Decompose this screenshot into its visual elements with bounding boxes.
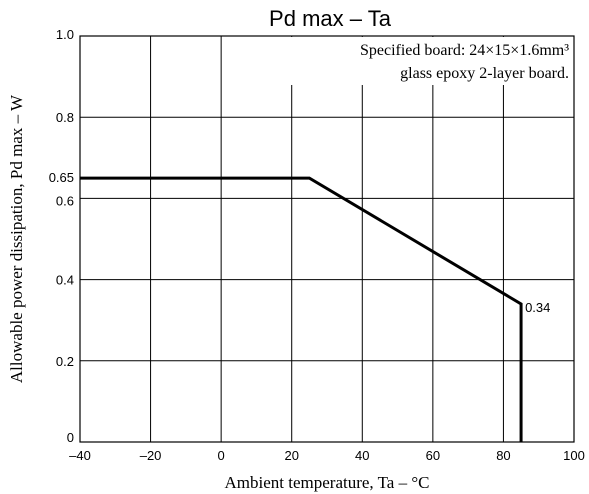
x-tick-label-2: 0 — [218, 448, 225, 463]
x-tick-label-5: 60 — [426, 448, 440, 463]
x-tick-label-4: 40 — [355, 448, 369, 463]
grid — [80, 36, 574, 442]
note-background — [283, 37, 573, 85]
x-tick-label-1: –20 — [140, 448, 162, 463]
x-tick-label-7: 100 — [563, 448, 585, 463]
y-tick-label-1: 0.2 — [56, 354, 74, 369]
x-axis-label: Ambient temperature, Ta – °C — [225, 473, 430, 492]
data-label-0: 0.34 — [525, 300, 550, 315]
y-tick-label-2: 0.4 — [56, 273, 74, 288]
series-line-0 — [80, 176, 523, 442]
y-tick-label-6: 1.0 — [56, 27, 74, 42]
y-tick-labels: 0 0.2 0.4 0.6 0.65 0.8 1.0 — [49, 27, 74, 445]
y-tick-label-0: 0 — [67, 430, 74, 445]
plot-frame — [79, 35, 575, 443]
board-note-line-1: Specified board: 24×15×1.6mm³ — [360, 42, 569, 59]
series-group — [80, 176, 523, 442]
y-tick-label-5: 0.8 — [56, 110, 74, 125]
chart-title: Pd max – Ta — [269, 6, 392, 31]
x-tick-label-6: 80 — [496, 448, 510, 463]
x-tick-label-3: 20 — [284, 448, 298, 463]
x-tick-labels: –40 –20 0 20 40 60 80 100 — [69, 448, 585, 463]
y-axis-label: Allowable power dissipation, Pd max – W — [7, 94, 26, 383]
annotations-group: 0.34 — [525, 300, 550, 315]
y-tick-label-4: 0.65 — [49, 170, 74, 185]
x-tick-label-0: –40 — [69, 448, 91, 463]
y-tick-label-3: 0.6 — [56, 193, 74, 208]
board-note-line-2: glass epoxy 2-layer board. — [400, 65, 569, 82]
